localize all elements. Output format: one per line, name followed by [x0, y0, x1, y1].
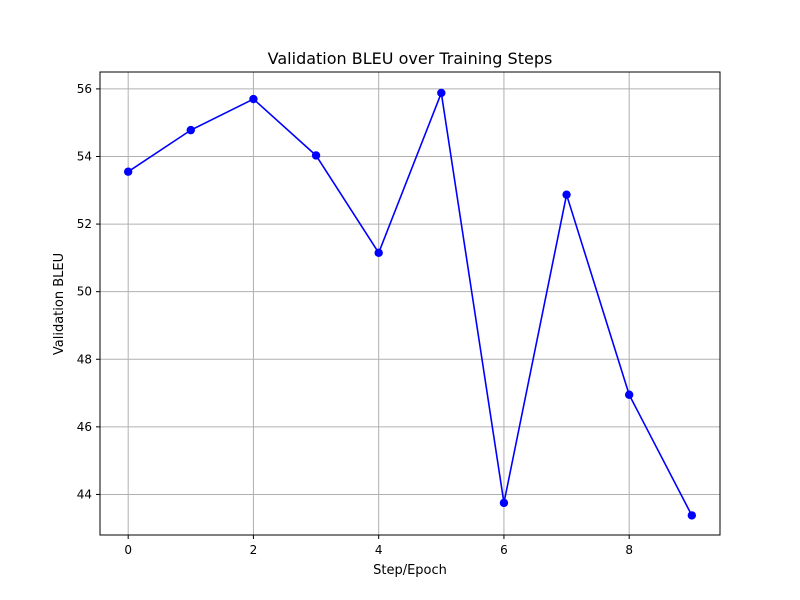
- y-tick-label: 48: [77, 352, 92, 366]
- grid-lines: [100, 72, 720, 535]
- y-tick-label: 54: [77, 149, 92, 163]
- x-tick-label: 8: [625, 543, 633, 557]
- data-point: [249, 94, 258, 104]
- x-tick-label: 4: [375, 543, 383, 557]
- chart-title: Validation BLEU over Training Steps: [268, 49, 553, 68]
- y-tick-label: 46: [77, 420, 92, 434]
- data-point: [186, 125, 196, 135]
- y-tick-label: 50: [77, 285, 92, 299]
- x-axis-label: Step/Epoch: [373, 563, 447, 578]
- data-point: [374, 248, 383, 258]
- x-tick-label: 2: [250, 543, 258, 557]
- series-line: [127, 92, 693, 516]
- x-tick-label: 6: [500, 543, 508, 557]
- y-tick-label: 52: [77, 217, 92, 231]
- plot-area-frame: [99, 71, 721, 536]
- data-series: [123, 88, 697, 520]
- data-point: [624, 390, 634, 399]
- data-point: [437, 88, 446, 98]
- y-axis-label: Validation BLEU: [52, 253, 67, 355]
- data-point: [562, 190, 571, 199]
- y-tick-label: 44: [77, 487, 92, 501]
- data-point: [499, 498, 509, 508]
- data-point: [311, 151, 321, 160]
- data-point: [687, 511, 697, 520]
- data-point: [123, 167, 133, 176]
- x-tick-label: 0: [124, 543, 132, 557]
- y-tick-label: 56: [77, 82, 92, 96]
